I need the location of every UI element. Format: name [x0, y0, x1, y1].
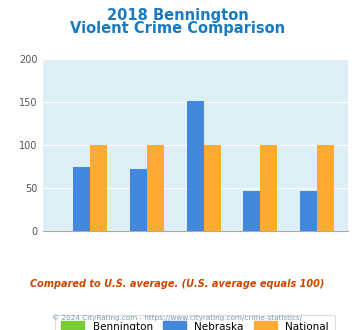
Bar	[300, 191, 317, 231]
Bar	[130, 169, 147, 231]
Bar	[244, 191, 260, 231]
Text: © 2024 CityRating.com - https://www.cityrating.com/crime-statistics/: © 2024 CityRating.com - https://www.city…	[53, 314, 302, 321]
Bar	[317, 145, 334, 231]
Legend: Bennington, Nebraska, National: Bennington, Nebraska, National	[55, 315, 335, 330]
Bar	[91, 145, 108, 231]
Bar	[204, 145, 221, 231]
Text: Violent Crime Comparison: Violent Crime Comparison	[70, 21, 285, 36]
Bar	[187, 101, 204, 231]
Text: Compared to U.S. average. (U.S. average equals 100): Compared to U.S. average. (U.S. average …	[30, 279, 325, 289]
Bar	[260, 145, 277, 231]
Bar	[73, 167, 91, 231]
Bar	[147, 145, 164, 231]
Text: 2018 Bennington: 2018 Bennington	[106, 8, 248, 23]
